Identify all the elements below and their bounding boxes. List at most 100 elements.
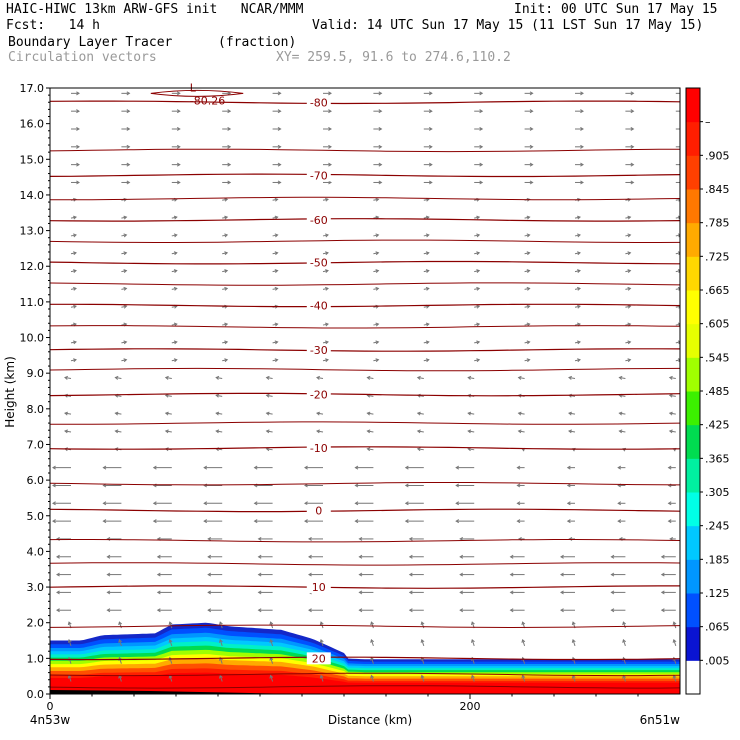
wind-vector-head — [207, 590, 212, 595]
wind-vector-head — [459, 608, 464, 613]
wind-vector-head — [467, 429, 472, 434]
wind-vector — [118, 657, 122, 664]
temperature-contour — [50, 508, 680, 513]
temperature-contour — [50, 446, 680, 450]
wind-vector-head — [219, 674, 223, 679]
y-tick-label: 3.0 — [27, 581, 45, 594]
field-units: (fraction) — [218, 35, 297, 50]
wind-vector-head — [319, 674, 324, 679]
wind-vector — [468, 377, 475, 380]
wind-vector-head — [328, 109, 332, 114]
wind-vector-head — [156, 572, 161, 577]
wind-vector-head — [425, 233, 430, 238]
wind-vector-head — [102, 465, 107, 470]
wind-vector-head — [459, 554, 464, 559]
colorbar-label: .665 — [705, 284, 730, 297]
wind-vector-head — [610, 572, 615, 577]
wind-vector-head — [274, 340, 279, 345]
wind-vector-head — [375, 233, 380, 238]
wind-vector-head — [509, 554, 514, 559]
wind-vector-head — [516, 519, 521, 524]
y-tick-label: 15.0 — [20, 153, 45, 166]
wind-vector-head — [375, 358, 380, 363]
wind-vector-head — [420, 621, 425, 626]
wind-vector-head — [479, 180, 484, 185]
wind-vector-head — [366, 447, 371, 452]
wind-vector-head — [630, 144, 635, 149]
wind-vector-head — [509, 572, 514, 577]
wind-vector-head — [677, 215, 680, 220]
wind-vector-head — [215, 411, 220, 416]
colorbar-swatch — [686, 323, 700, 358]
colorbar-swatch — [686, 492, 700, 527]
wind-vector-head — [580, 162, 584, 167]
vector-field-name: Circulation vectors — [8, 50, 157, 65]
wind-vector-head — [630, 91, 635, 96]
wind-vector-head — [325, 340, 329, 345]
wind-vector-head — [358, 590, 363, 595]
wind-vector-head — [207, 608, 212, 613]
temperature-contour — [50, 303, 680, 308]
wind-vector-head — [64, 411, 68, 416]
wind-vector-head — [123, 269, 128, 273]
x-axis-label: Distance (km) — [328, 713, 412, 727]
wind-vector-head — [277, 126, 282, 131]
wind-vector-head — [610, 554, 615, 559]
contour-label-bg — [306, 652, 331, 665]
wind-vector-head — [375, 286, 380, 291]
wind-vector — [370, 639, 374, 647]
wind-vector-head — [566, 483, 571, 488]
colorbar-swatch — [686, 391, 700, 426]
temperature-contour — [50, 656, 680, 661]
wind-vector-head — [580, 91, 584, 96]
wind-vector-head — [667, 501, 672, 506]
wind-vector-head — [627, 269, 632, 273]
wind-vector — [669, 430, 676, 433]
contour-label: 20 — [312, 652, 326, 665]
wind-vector-head — [277, 180, 282, 185]
colorbar-swatch — [686, 559, 700, 594]
wind-vector-head — [274, 358, 279, 363]
wind-vector — [468, 430, 475, 433]
wind-vector — [417, 430, 424, 433]
wind-vector — [673, 621, 677, 629]
wind-vector-head — [476, 322, 481, 327]
wind-vector — [216, 430, 223, 433]
colorbar-label: .905 — [705, 149, 730, 162]
wind-vector-head — [168, 621, 173, 626]
wind-vector-head — [176, 144, 181, 149]
wind-vector-head — [56, 572, 60, 577]
temperature-contour — [50, 624, 680, 629]
wind-vector-head — [566, 465, 571, 470]
wind-vector-head — [304, 519, 308, 524]
wind-vector-head — [420, 639, 425, 643]
contour-label-bg — [306, 344, 331, 357]
y-tick-label: 5.0 — [27, 510, 45, 523]
wind-vector — [417, 377, 424, 380]
wind-vector-head — [610, 608, 615, 613]
colorbar-swatch — [686, 256, 700, 291]
contour-label-bg — [306, 256, 331, 269]
wind-vector-head — [126, 109, 131, 114]
wind-vector — [619, 430, 626, 433]
colorbar-swatch — [686, 593, 700, 628]
colorbar-swatch — [686, 88, 700, 123]
wind-vector — [266, 448, 273, 451]
colorbar-swatch — [686, 660, 700, 695]
wind-vector-head — [354, 519, 359, 524]
wind-vector-head — [408, 590, 413, 595]
wind-vector-head — [304, 465, 308, 470]
wind-vector-head — [257, 554, 262, 559]
wind-vector-head — [416, 375, 421, 380]
wind-vector-head — [227, 180, 232, 185]
wind-vector-head — [173, 251, 178, 256]
wind-vector — [572, 639, 576, 647]
wind-vector-head — [253, 465, 258, 470]
y-axis-label: Height (km) — [3, 356, 17, 427]
wind-vector-head — [325, 286, 329, 291]
wind-vector — [68, 657, 72, 664]
wind-vector-head — [467, 375, 472, 380]
y-tick-label: 10.0 — [20, 332, 45, 345]
wind-vector-head — [627, 251, 632, 256]
